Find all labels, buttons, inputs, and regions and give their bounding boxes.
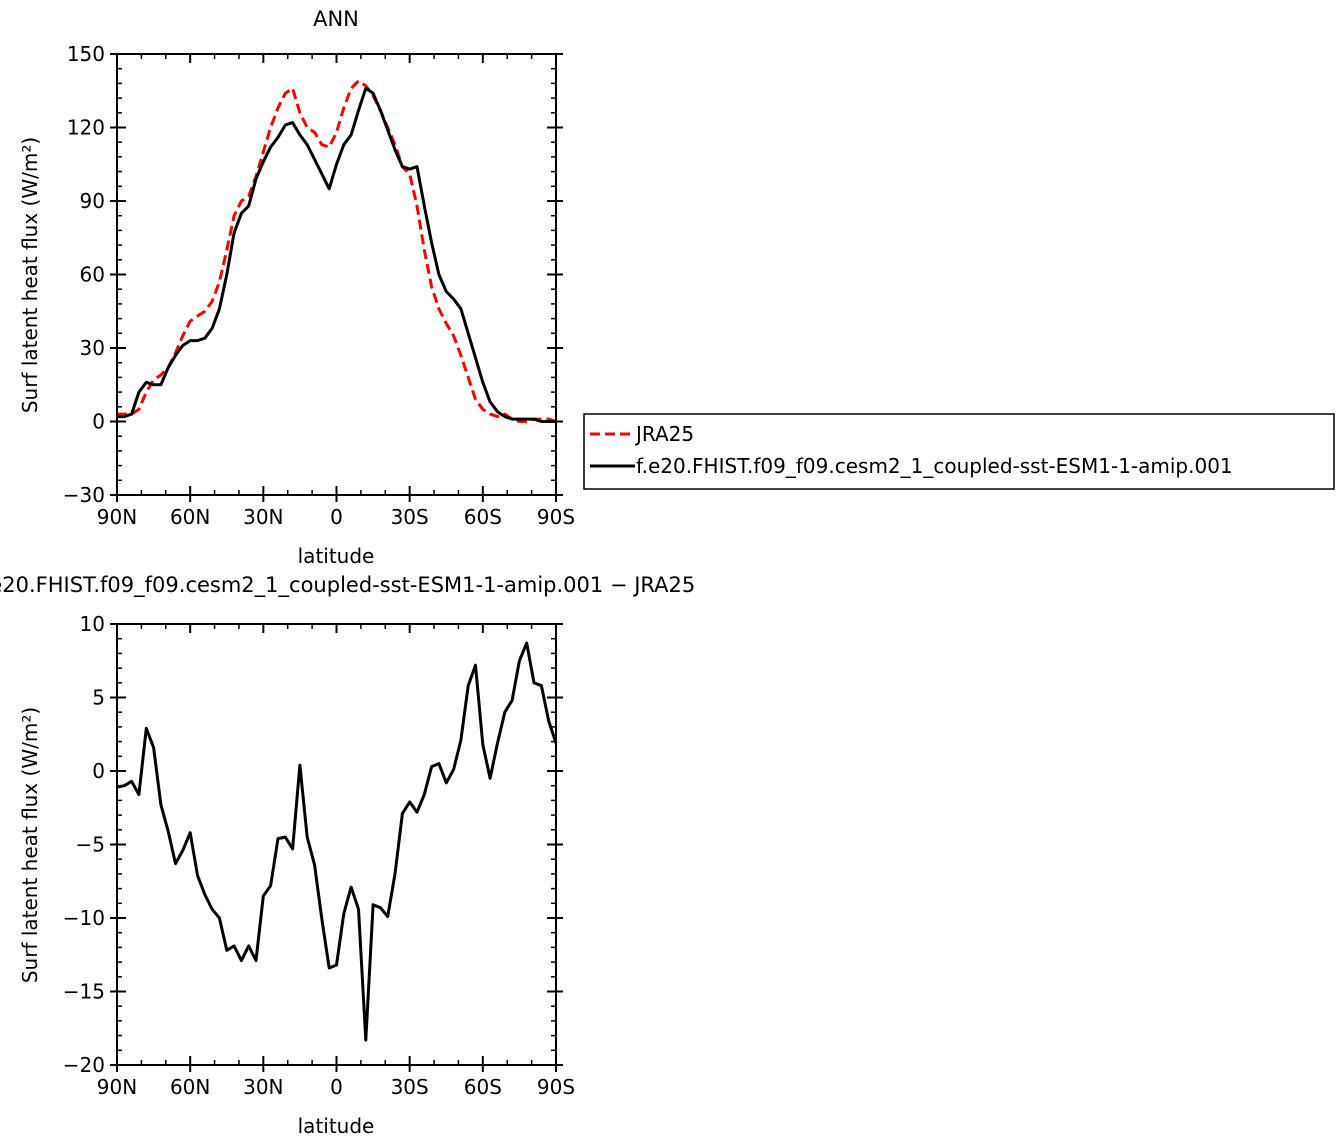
x-tick-label: 60N: [170, 1075, 210, 1099]
x-tick-label: 30N: [243, 505, 283, 529]
y-tick-label: −5: [76, 833, 105, 857]
y-tick-label: 5: [92, 686, 105, 710]
y-tick-label: −10: [63, 906, 105, 930]
legend-box: [583, 413, 1335, 490]
series-line-0: [117, 79, 557, 423]
legend-label-jra25: JRA25: [634, 422, 694, 446]
x-tick-label: 90N: [97, 505, 137, 529]
chart-title: f.e20.FHIST.f09_f09.cesm2_1_coupled-sst-…: [0, 573, 695, 598]
y-tick-label: −30: [63, 483, 105, 507]
y-tick-label: 10: [80, 612, 105, 636]
y-axis-label: Surf latent heat flux (W/m²): [18, 707, 42, 983]
plot-frame: [116, 623, 557, 1066]
y-tick-label: 30: [80, 336, 105, 360]
chart-title: ANN: [313, 7, 359, 31]
y-tick-label: 60: [80, 263, 105, 287]
x-tick-label: 60S: [464, 1075, 502, 1099]
series-line-0: [116, 641, 558, 1042]
y-tick-label: −15: [63, 980, 105, 1004]
x-tick-label: 30S: [391, 505, 429, 529]
x-axis-label: latitude: [298, 1114, 375, 1138]
y-tick-label: 0: [92, 410, 105, 434]
plot-area: 90N 60N 30N 0 30S 60S 90S −30 0 30 60 90 120 150: [63, 42, 575, 529]
x-tick-label: 60N: [170, 505, 210, 529]
legend-label-model: f.e20.FHIST.f09_f09.cesm2_1_coupled-sst-…: [636, 454, 1233, 478]
x-tick-label: 60S: [464, 505, 502, 529]
x-tick-label: 90S: [537, 1075, 575, 1099]
y-tick-label: 150: [67, 42, 105, 66]
x-axis-label: latitude: [298, 544, 375, 568]
chart-panel-difference: f.e20.FHIST.f09_f09.cesm2_1_coupled-sst-…: [0, 573, 695, 1138]
x-tick-label: 30S: [391, 1075, 429, 1099]
x-tick-label: 30N: [243, 1075, 283, 1099]
y-axis-label: Surf latent heat flux (W/m²): [18, 137, 42, 413]
x-tick-label: 90S: [537, 505, 575, 529]
y-tick-label: 90: [80, 189, 105, 213]
y-tick-label: −20: [63, 1053, 105, 1077]
x-tick-label: 0: [330, 1075, 343, 1099]
plot-frame: [116, 53, 557, 496]
x-tick-label: 0: [330, 505, 343, 529]
legend: JRA25 f.e20.FHIST.f09_f09.cesm2_1_couple…: [583, 413, 1335, 490]
y-tick-label: 120: [67, 116, 105, 140]
y-tick-label: 0: [92, 759, 105, 783]
series-line-1: [117, 86, 556, 423]
chart-panel-annual: ANN 90N 60N 30N 0 30S 60S 90S−300306090120150 …: [18, 7, 575, 568]
plot-area: 90N 60N 30N 0 30S 60S 90S −20 −15 −10 −5 0 5 10: [63, 612, 575, 1099]
x-tick-label: 90N: [97, 1075, 137, 1099]
